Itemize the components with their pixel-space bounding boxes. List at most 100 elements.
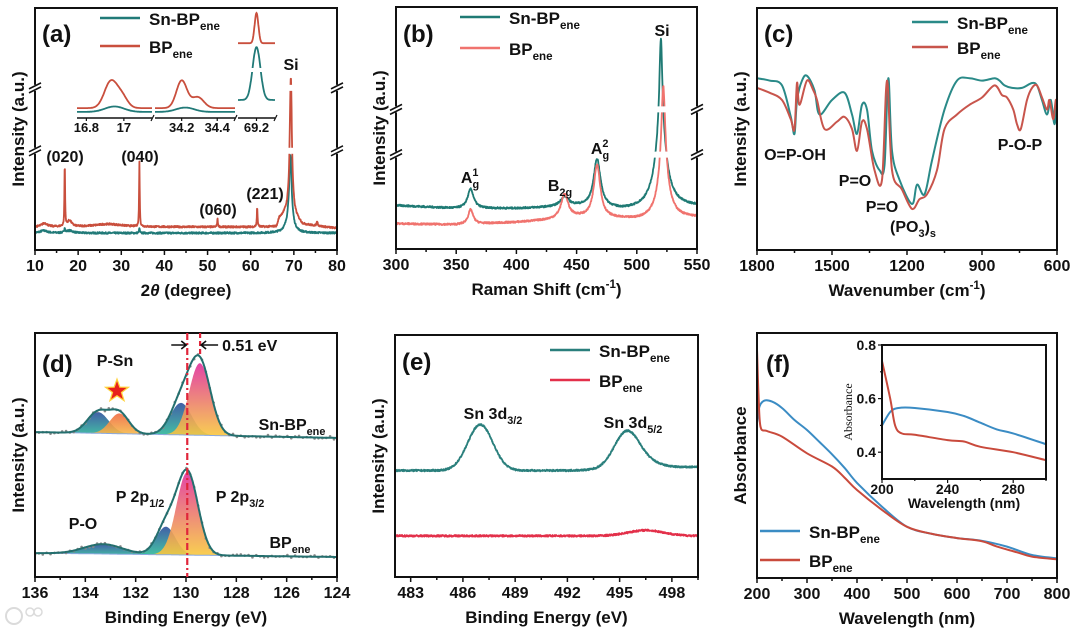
inset-tick-label: 69.2 — [244, 120, 269, 135]
peak-annotation: P 2p3/2 — [216, 489, 265, 510]
axis-break-gap — [390, 106, 402, 113]
inset-series-line — [238, 46, 275, 101]
x-tick-label: 486 — [450, 585, 477, 602]
axis-break-mark — [28, 82, 42, 90]
peak-annotation-part: A — [461, 170, 473, 187]
arrow-right-icon — [171, 340, 188, 350]
y-axis-label-part: Intensity (a.u.) — [369, 398, 388, 513]
legend: Sn-BPene BP ene — [760, 523, 880, 575]
series-sn-bpene-component — [35, 363, 337, 438]
series-sn-bpene-component — [35, 413, 337, 438]
x-axis-label-part: Raman Shift (cm — [471, 280, 605, 299]
x-tick-label: 500 — [623, 257, 650, 274]
peak-annotation-part: g — [602, 150, 609, 162]
peak-annotation-part: BP — [270, 535, 293, 552]
legend-label: Sn-BPene — [149, 10, 220, 33]
star-icon — [103, 377, 131, 403]
legend-label: Sn-BPene — [809, 523, 880, 546]
series-bpene-line — [757, 79, 1057, 211]
inset-y-tick-label: 0.4 — [857, 444, 877, 460]
y-axis-label: Intensity (a.u.) — [731, 71, 750, 186]
peak-annotation-part: Sn 3d — [604, 415, 648, 432]
x-axis-label-part: 2 — [141, 281, 150, 300]
peak-annotation-part: ene — [292, 544, 311, 556]
panel-label: (b) — [403, 21, 434, 48]
series-sn-bpene-line — [35, 154, 337, 235]
legend-label-part: ene — [623, 383, 643, 395]
plot-area — [395, 423, 698, 538]
panel-label: (c) — [764, 21, 793, 48]
axis-break-mark — [690, 103, 704, 112]
peak-annotation-part: (060) — [199, 202, 236, 219]
panel-a: 10 20 30 40 50 60 70 80 2θ (degree) Intensity (a.… — [9, 7, 346, 300]
legend-label-part: ene — [860, 534, 880, 546]
x-axis-label-part: Wavenumber (cm — [828, 281, 969, 300]
panel-e: 483 486 489 492 495 498 Binding Energy (eV) Int… — [369, 334, 699, 627]
peak-annotation-part: (020) — [46, 149, 83, 166]
x-tick-label: 550 — [684, 257, 711, 274]
legend-label-part: BP — [509, 40, 533, 59]
peak-annotation-part: Sn-BP — [259, 417, 307, 434]
peak-annotation-part: 5/2 — [647, 424, 662, 436]
x-tick-label: 300 — [794, 586, 821, 603]
inset-x-axis-label: Wavelength (nm) — [908, 495, 1020, 511]
axis-break-mark — [28, 145, 42, 153]
x-tick-label: 60 — [242, 258, 260, 275]
peak-annotation: Ag2 — [591, 138, 609, 162]
legend-label: Sn-BPene — [599, 342, 670, 365]
x-tick-label: 400 — [844, 586, 871, 603]
inset-series-line — [882, 360, 1046, 462]
peak-annotation-part: Si — [283, 57, 298, 74]
inset-x-tick-label: 200 — [870, 481, 894, 497]
x-axis-label-part: -1 — [606, 279, 617, 291]
x-tick-label: 498 — [659, 585, 686, 602]
inset-frame — [881, 344, 1047, 480]
x-tick-label: 800 — [1044, 586, 1071, 603]
panel-label: (a) — [42, 21, 71, 48]
axis-break-gap — [390, 151, 402, 158]
peak-annotation: Si — [654, 23, 669, 40]
peak-annotation: P=O — [866, 199, 898, 216]
peak-annotation-part: Sn 3d — [464, 406, 508, 423]
peak-annotation: (040) — [121, 149, 158, 166]
inset-zoom-peaks: 16.8 17 34.2 34.4 69.2 — [74, 11, 278, 135]
series-sn-bpene-line — [395, 423, 698, 473]
y-axis-label-part: Intensity (a.u.) — [9, 71, 28, 186]
x-tick-label: 900 — [969, 258, 996, 275]
axis-break-mark — [28, 86, 42, 94]
legend-label-part: ene — [981, 50, 1001, 62]
inset-x-tick-label: 280 — [1002, 481, 1026, 497]
x-tick-label: 450 — [563, 257, 590, 274]
peak-annotation-part: O=P-OH — [764, 147, 826, 164]
legend-label: BPene — [509, 40, 553, 63]
legend-label-part: BP — [809, 552, 833, 571]
peak-annotation-part: 1 — [472, 167, 478, 179]
legend-label-part: ene — [560, 20, 580, 32]
peak-annotation: O=P-OH — [764, 147, 826, 164]
inset-tick-label: 17 — [117, 120, 131, 135]
peak-annotation: (060) — [199, 202, 236, 219]
peak-annotation-part: 2 — [602, 138, 608, 150]
shift-label: 0.51 eV — [222, 338, 277, 355]
inset-series-line — [155, 106, 235, 113]
y-axis-label-part: Absorbance — [731, 406, 750, 504]
peak-annotation-part: B — [548, 178, 560, 195]
legend-label-part: BP — [149, 38, 173, 57]
series-sn-bpene-line — [396, 37, 697, 210]
x-tick-label: 600 — [944, 586, 971, 603]
x-axis-label-part: ) — [980, 281, 986, 300]
inset-series-line — [77, 105, 152, 113]
x-tick-label: 124 — [324, 585, 351, 602]
x-tick-label: 50 — [199, 258, 217, 275]
peak-annotation-part: g — [472, 179, 479, 191]
axis-break-gap — [29, 84, 41, 91]
x-tick-label: 500 — [894, 586, 921, 603]
x-axis-label-part: Binding Energy (eV) — [105, 608, 267, 627]
watermark-logo — [5, 607, 43, 625]
x-tick-label: 400 — [503, 257, 530, 274]
peak-annotation: B2g — [548, 178, 572, 199]
y-axis-label: Intensity (a.u.) — [369, 398, 388, 513]
peak-annotation-part: (221) — [246, 186, 283, 203]
